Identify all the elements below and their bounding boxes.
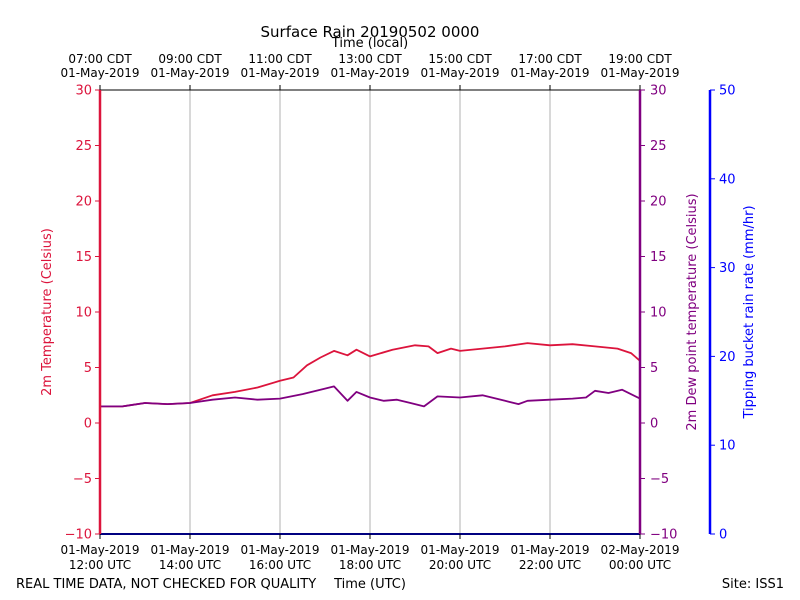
left-tick-label: 5 [84,361,92,376]
bottom-tick-time: 14:00 UTC [159,558,221,572]
rain-axis-label: Tipping bucket rain rate (mm/hr) [742,205,757,419]
chart-title: Surface Rain 20190502 0000 [261,23,480,41]
left-tick-label: 10 [75,306,92,321]
rain-tick-label: 20 [719,350,736,365]
bottom-tick-date: 02-May-2019 [600,543,679,557]
bottom-tick-time: 00:00 UTC [609,558,671,572]
right-tick-label: 5 [650,361,658,376]
right-tick-label: 15 [650,250,667,265]
right-axis-label: 2m Dew point temperature (Celsius) [685,193,700,430]
right-tick-label: 20 [650,195,667,210]
top-tick-time: 19:00 CDT [608,52,672,66]
series-line-right [100,385,641,408]
site-label: Site: ISS1 [722,577,784,592]
right-tick-label: −5 [650,472,669,487]
rain-tick-label: 40 [719,172,736,187]
left-tick-label: 0 [84,417,92,432]
top-tick-time: 09:00 CDT [158,52,222,66]
series-line-left [100,342,641,408]
rain-tick-label: 30 [719,261,736,276]
bottom-tick-date: 01-May-2019 [420,543,499,557]
bottom-tick-time: 18:00 UTC [339,558,401,572]
left-tick-label: 30 [75,84,92,99]
grid-lines [189,90,551,534]
bottom-axis-label: Time (UTC) [333,577,406,592]
top-tick-date: 01-May-2019 [150,66,229,80]
plot-frame [98,89,712,535]
top-tick-time: 11:00 CDT [248,52,312,66]
left-tick-label: 20 [75,195,92,210]
top-tick-date: 01-May-2019 [240,66,319,80]
top-tick-date: 01-May-2019 [330,66,409,80]
bottom-tick-date: 01-May-2019 [60,543,139,557]
left-tick-label: −5 [73,472,92,487]
rain-tick-label: 0 [719,528,727,543]
top-tick-date: 01-May-2019 [60,66,139,80]
right-tick-label: 30 [650,84,667,99]
bottom-tick-time: 12:00 UTC [69,558,131,572]
right-tick-label: 10 [650,306,667,321]
left-tick-label: −10 [65,528,92,543]
bottom-tick-time: 20:00 UTC [429,558,491,572]
bottom-tick-date: 01-May-2019 [330,543,409,557]
left-tick-label: 25 [75,139,92,154]
left-axis-label: 2m Temperature (Celsius) [40,228,55,396]
right-tick-label: −10 [650,528,677,543]
top-tick-date: 01-May-2019 [600,66,679,80]
bottom-tick-date: 01-May-2019 [150,543,229,557]
bottom-tick-time: 22:00 UTC [519,558,581,572]
top-tick-date: 01-May-2019 [420,66,499,80]
quality-note: REAL TIME DATA, NOT CHECKED FOR QUALITY [16,577,316,592]
top-tick-time: 17:00 CDT [518,52,582,66]
left-tick-label: 15 [75,250,92,265]
axis-ticks: −10 −5 0 5 10 15 20 25 30 −10 −5 0 5 10 15 20 25 30 0 10 20 3… [60,52,735,572]
top-axis-label: Time (local) [331,36,408,51]
top-tick-time: 15:00 CDT [428,52,492,66]
rain-tick-label: 10 [719,439,736,454]
bottom-tick-date: 01-May-2019 [240,543,319,557]
top-tick-time: 13:00 CDT [338,52,402,66]
top-tick-time: 07:00 CDT [68,52,132,66]
bottom-tick-time: 16:00 UTC [249,558,311,572]
right-tick-label: 0 [650,417,658,432]
right-tick-label: 25 [650,139,667,154]
bottom-tick-date: 01-May-2019 [510,543,589,557]
rain-tick-label: 50 [719,84,736,99]
top-tick-date: 01-May-2019 [510,66,589,80]
